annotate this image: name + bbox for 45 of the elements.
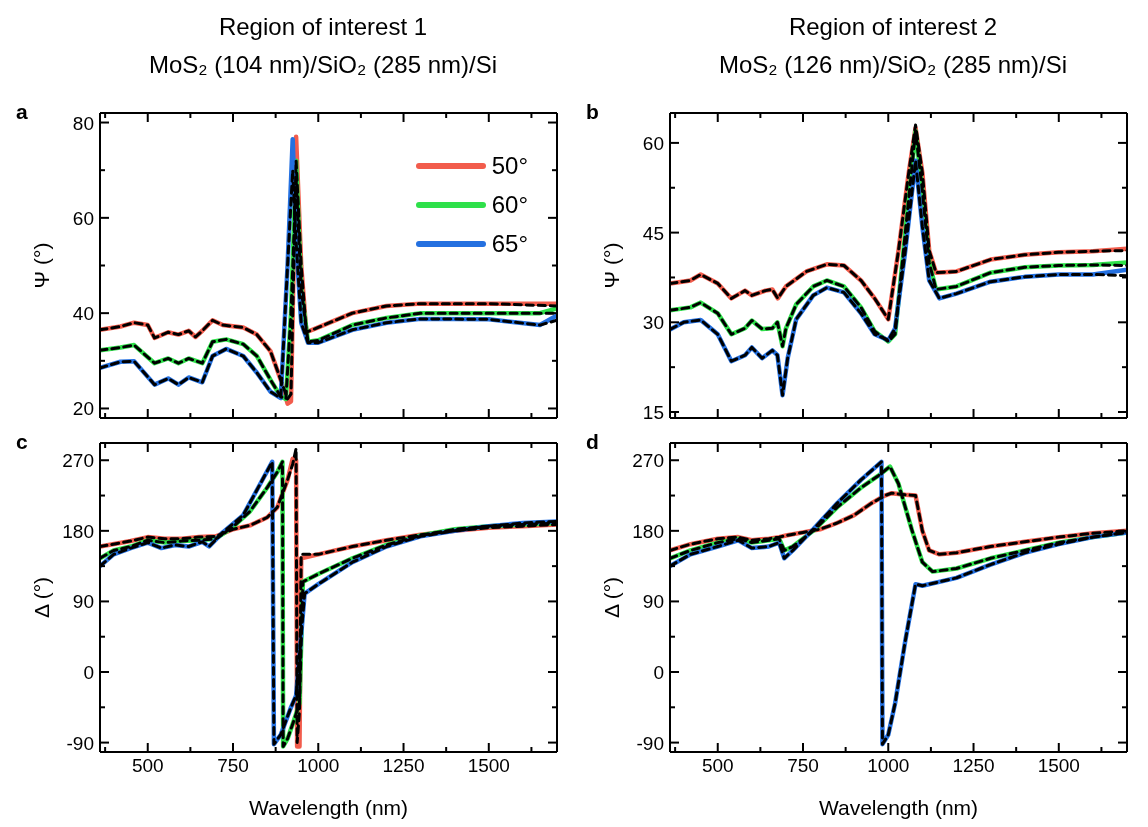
x-tick-label: 500 <box>701 755 734 776</box>
x-tick-label: 750 <box>217 755 249 776</box>
y-tick-label: 60 <box>642 132 664 154</box>
x-tick-label: 1500 <box>1037 755 1080 776</box>
y-tick-label: 90 <box>72 591 94 613</box>
legend-label: 50° <box>491 151 528 180</box>
x-tick-label: 1000 <box>867 755 910 776</box>
x-tick-label: 500 <box>131 755 164 776</box>
y-tick-label: 20 <box>72 398 94 420</box>
x-axis-title: Wavelength (nm) <box>248 796 409 819</box>
chart-subtitle: MoS₂ (104 nm)/SiO₂ (285 nm)/Si <box>147 50 499 80</box>
y-axis-title: Δ (°) <box>600 576 624 619</box>
legend-label: 65° <box>491 229 528 258</box>
x-axis-title: Wavelength (nm) <box>818 796 979 819</box>
y-axis-title: Ψ (°) <box>30 242 54 289</box>
y-tick-label: 180 <box>62 520 94 542</box>
y-tick-label: 270 <box>62 450 94 472</box>
y-axis-title: Ψ (°) <box>600 242 624 289</box>
y-tick-label: 15 <box>642 402 664 424</box>
y-axis-title: Δ (°) <box>30 576 54 619</box>
y-tick-label: 45 <box>642 222 664 244</box>
y-tick-label: 180 <box>632 520 664 542</box>
chart-title: Region of interest 2 <box>787 12 999 42</box>
x-tick-label: 1250 <box>952 755 995 776</box>
text: d <box>586 430 599 454</box>
text: b <box>586 100 599 124</box>
y-tick-label: 30 <box>642 312 664 334</box>
text: c <box>16 430 28 454</box>
y-tick-label: 60 <box>72 207 94 229</box>
text: a <box>16 100 28 124</box>
y-tick-label: 40 <box>72 303 94 325</box>
y-tick-label: 0 <box>83 662 94 684</box>
x-tick-label: 1000 <box>297 755 340 776</box>
y-tick-label: 80 <box>72 112 94 134</box>
chart-title: Region of interest 1 <box>217 12 429 42</box>
y-tick-label: -90 <box>66 732 94 754</box>
x-tick-label: 1500 <box>467 755 510 776</box>
y-tick-label: 270 <box>632 450 664 472</box>
chart-subtitle: MoS₂ (126 nm)/SiO₂ (285 nm)/Si <box>717 50 1069 80</box>
x-tick-label: 1250 <box>382 755 425 776</box>
y-tick-label: 0 <box>653 662 664 684</box>
x-tick-label: 750 <box>787 755 819 776</box>
y-tick-label: -90 <box>636 732 664 754</box>
legend-label: 60° <box>491 190 528 219</box>
y-tick-label: 90 <box>642 591 664 613</box>
